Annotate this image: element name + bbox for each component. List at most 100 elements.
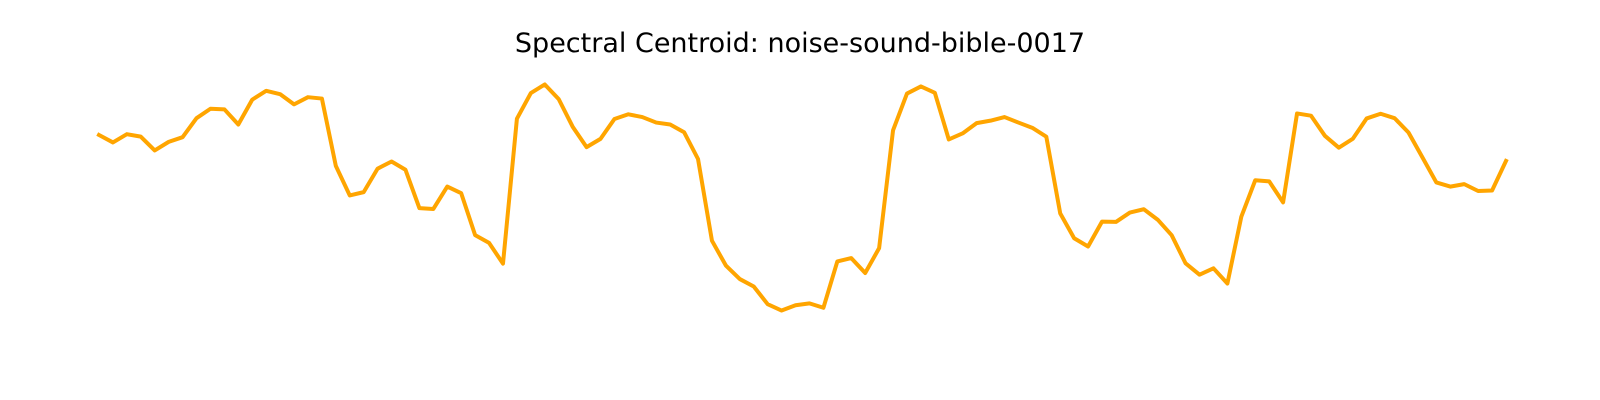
data-point-37 [612, 117, 616, 121]
data-point-73 [1114, 220, 1118, 224]
data-point-42 [682, 130, 686, 134]
data-point-44 [710, 239, 714, 243]
data-point-25 [445, 185, 449, 189]
data-point-29 [501, 262, 505, 266]
data-point-21 [390, 159, 394, 163]
data-point-49 [780, 309, 784, 313]
data-point-14 [292, 102, 296, 106]
data-point-79 [1198, 273, 1202, 277]
data-point-89 [1337, 146, 1341, 150]
data-point-7 [195, 116, 199, 120]
data-point-72 [1100, 220, 1104, 224]
data-point-95 [1420, 155, 1424, 159]
data-point-3 [139, 135, 143, 139]
data-point-86 [1295, 111, 1299, 115]
data-point-92 [1379, 112, 1383, 116]
data-point-26 [459, 191, 463, 195]
data-point-12 [264, 89, 268, 93]
data-point-20 [376, 167, 380, 171]
data-point-78 [1184, 261, 1188, 265]
data-point-1 [111, 140, 115, 144]
data-point-8 [208, 107, 212, 111]
data-point-57 [891, 128, 895, 132]
data-point-6 [181, 135, 185, 139]
data-point-19 [362, 190, 366, 194]
data-point-56 [877, 246, 881, 250]
data-point-67 [1030, 126, 1034, 130]
data-point-91 [1365, 116, 1369, 120]
data-point-27 [473, 233, 477, 237]
data-point-64 [989, 119, 993, 123]
data-point-68 [1044, 135, 1048, 139]
data-point-69 [1058, 211, 1062, 215]
data-point-39 [640, 115, 644, 119]
data-point-80 [1211, 266, 1215, 270]
data-point-52 [821, 306, 825, 310]
data-point-9 [222, 107, 226, 111]
data-point-93 [1393, 116, 1397, 120]
data-point-23 [417, 206, 421, 210]
data-point-28 [487, 241, 491, 245]
data-point-33 [557, 97, 561, 101]
data-point-15 [306, 95, 310, 99]
data-point-32 [543, 82, 547, 86]
spectral-centroid-line [96, 82, 1509, 313]
data-point-40 [654, 121, 658, 125]
data-point-81 [1225, 281, 1229, 285]
data-point-45 [724, 264, 728, 268]
data-point-38 [626, 112, 630, 116]
data-point-17 [334, 164, 338, 168]
plot-area [96, 82, 1509, 313]
data-point-30 [515, 117, 519, 121]
data-point-11 [250, 98, 254, 102]
data-point-62 [961, 131, 965, 135]
data-point-66 [1016, 121, 1020, 125]
data-point-58 [905, 92, 909, 96]
data-point-2 [125, 132, 129, 136]
data-point-31 [529, 91, 533, 95]
data-point-100 [1490, 188, 1494, 192]
data-point-85 [1281, 200, 1285, 204]
data-point-51 [807, 301, 811, 305]
data-point-83 [1253, 178, 1257, 182]
data-point-63 [975, 121, 979, 125]
data-point-48 [766, 302, 770, 306]
data-point-50 [794, 303, 798, 307]
data-point-41 [668, 123, 672, 127]
data-point-18 [348, 193, 352, 197]
data-point-87 [1309, 114, 1313, 118]
data-point-65 [1003, 115, 1007, 119]
data-point-97 [1448, 185, 1452, 189]
data-point-34 [571, 125, 575, 129]
data-point-84 [1267, 179, 1271, 183]
data-point-54 [849, 256, 853, 260]
data-point-82 [1239, 215, 1243, 219]
data-point-88 [1323, 134, 1327, 138]
data-point-61 [947, 137, 951, 141]
data-point-90 [1351, 137, 1355, 141]
data-point-98 [1462, 182, 1466, 186]
data-point-0 [97, 133, 101, 137]
data-point-96 [1434, 180, 1438, 184]
data-point-101 [1504, 159, 1508, 163]
data-point-94 [1406, 131, 1410, 135]
data-point-60 [933, 91, 937, 95]
data-point-5 [167, 140, 171, 144]
data-point-70 [1072, 236, 1076, 240]
data-point-43 [696, 157, 700, 161]
data-point-36 [599, 137, 603, 141]
data-point-77 [1170, 233, 1174, 237]
data-point-55 [863, 271, 867, 275]
data-point-22 [403, 168, 407, 172]
data-point-24 [431, 207, 435, 211]
data-point-71 [1086, 245, 1090, 249]
data-point-10 [236, 123, 240, 127]
data-point-46 [738, 277, 742, 281]
chart-title: Spectral Centroid: noise-sound-bible-001… [515, 28, 1085, 59]
data-point-47 [752, 285, 756, 289]
data-point-74 [1128, 211, 1132, 215]
data-point-13 [278, 92, 282, 96]
data-point-99 [1476, 189, 1480, 193]
data-point-76 [1156, 218, 1160, 222]
